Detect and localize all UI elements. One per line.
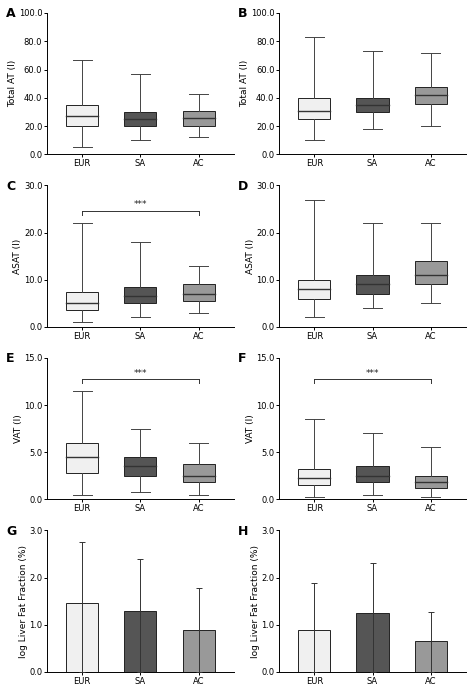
Text: D: D (238, 180, 248, 193)
Bar (182, 110, 215, 126)
Y-axis label: VAT (l): VAT (l) (246, 414, 255, 443)
Bar (415, 87, 447, 103)
Bar (124, 287, 156, 303)
Bar (298, 280, 330, 298)
Text: ***: *** (134, 201, 147, 210)
Text: C: C (6, 180, 15, 193)
Text: F: F (238, 353, 247, 365)
Bar (124, 457, 156, 476)
Bar (124, 112, 156, 126)
Y-axis label: Total AT (l): Total AT (l) (9, 60, 18, 108)
Y-axis label: ASAT (l): ASAT (l) (246, 239, 255, 274)
Y-axis label: log Liver Fat Fraction (%): log Liver Fat Fraction (%) (18, 545, 27, 658)
Bar (356, 275, 389, 294)
Bar (415, 261, 447, 285)
Bar (66, 604, 98, 672)
Bar (182, 630, 215, 672)
Bar (415, 641, 447, 672)
Y-axis label: Total AT (l): Total AT (l) (240, 60, 249, 108)
Bar (66, 291, 98, 310)
Text: H: H (238, 525, 249, 538)
Text: E: E (6, 353, 15, 365)
Text: G: G (6, 525, 17, 538)
Bar (182, 285, 215, 301)
Bar (356, 613, 389, 672)
Y-axis label: log Liver Fat Fraction (%): log Liver Fat Fraction (%) (251, 545, 260, 658)
Bar (356, 466, 389, 482)
Bar (356, 98, 389, 112)
Bar (415, 476, 447, 488)
Text: B: B (238, 8, 248, 20)
Bar (298, 98, 330, 119)
Bar (298, 630, 330, 672)
Y-axis label: ASAT (l): ASAT (l) (13, 239, 22, 274)
Bar (66, 443, 98, 473)
Bar (298, 469, 330, 485)
Text: A: A (6, 8, 16, 20)
Bar (124, 611, 156, 672)
Bar (66, 105, 98, 126)
Text: ***: *** (134, 369, 147, 378)
Bar (182, 464, 215, 482)
Text: ***: *** (366, 369, 379, 378)
Y-axis label: VAT (l): VAT (l) (14, 414, 23, 443)
